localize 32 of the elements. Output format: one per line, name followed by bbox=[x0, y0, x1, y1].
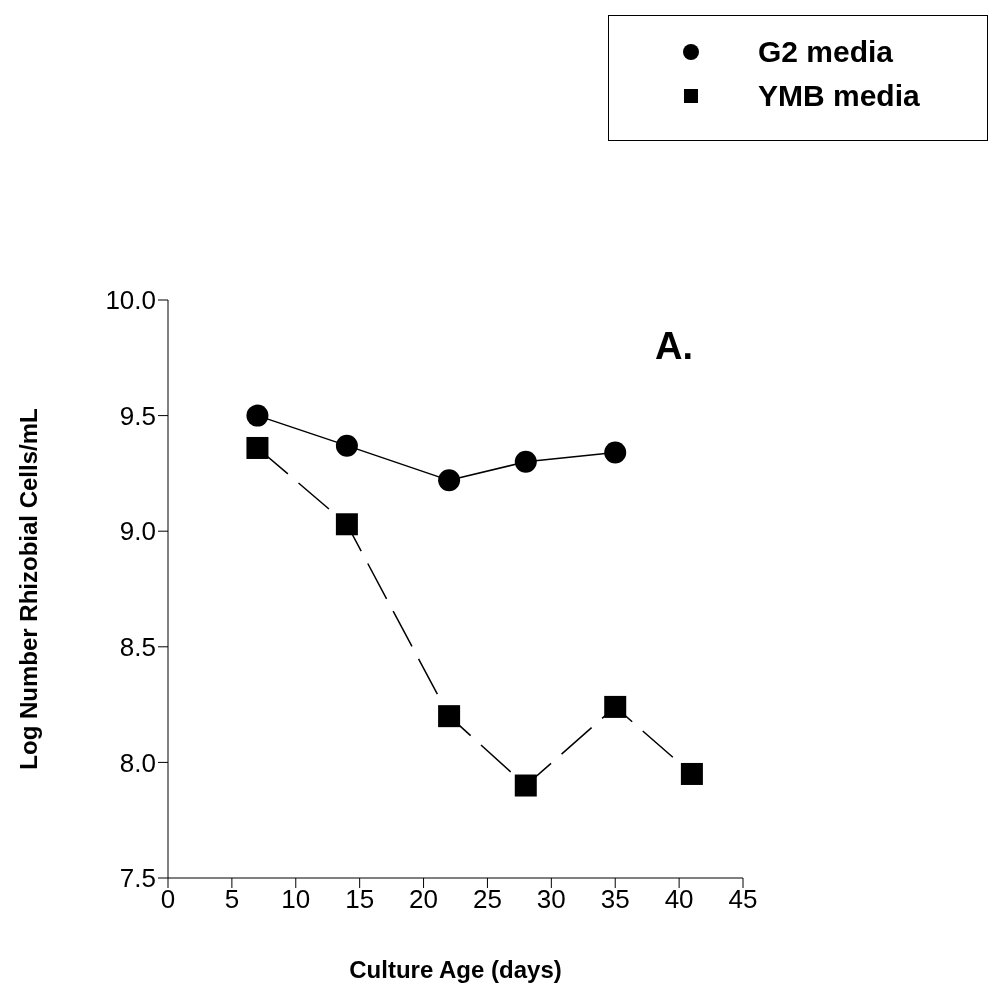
point bbox=[246, 436, 269, 459]
point bbox=[438, 469, 461, 492]
x-tick-label: 10 bbox=[281, 884, 311, 915]
annotation: A. bbox=[655, 325, 693, 368]
x-tick-label: 30 bbox=[536, 884, 566, 915]
y-axis-title: Log Number Rhizobial Cells/mL bbox=[14, 408, 42, 770]
x-tick-label: 45 bbox=[728, 884, 758, 915]
x-tick-label: 20 bbox=[409, 884, 439, 915]
point bbox=[514, 774, 537, 797]
y-tick-label: 8.0 bbox=[119, 747, 156, 778]
point bbox=[680, 762, 703, 785]
x-axis-title: Culture Age (days) bbox=[349, 956, 562, 983]
point bbox=[335, 434, 358, 457]
legend-label: G2 media bbox=[758, 35, 894, 69]
point bbox=[604, 695, 627, 718]
y-tick-label: 10.0 bbox=[105, 285, 156, 316]
x-tick-label: 25 bbox=[472, 884, 502, 915]
point bbox=[335, 513, 358, 536]
y-tick-label: 7.5 bbox=[119, 863, 156, 894]
point bbox=[438, 705, 461, 728]
x-tick-label: 15 bbox=[345, 884, 375, 915]
y-tick-label: 9.5 bbox=[119, 400, 156, 431]
legend-label: YMB media bbox=[758, 79, 920, 113]
y-tick-label: 9.0 bbox=[119, 516, 156, 547]
x-tick-label: 35 bbox=[600, 884, 630, 915]
x-tick-label: 5 bbox=[224, 884, 240, 915]
x-tick-label: 40 bbox=[664, 884, 694, 915]
point bbox=[514, 450, 537, 473]
point bbox=[604, 441, 627, 464]
point bbox=[246, 404, 269, 427]
y-tick-label: 8.5 bbox=[119, 632, 156, 663]
x-tick-label: 0 bbox=[160, 884, 176, 915]
